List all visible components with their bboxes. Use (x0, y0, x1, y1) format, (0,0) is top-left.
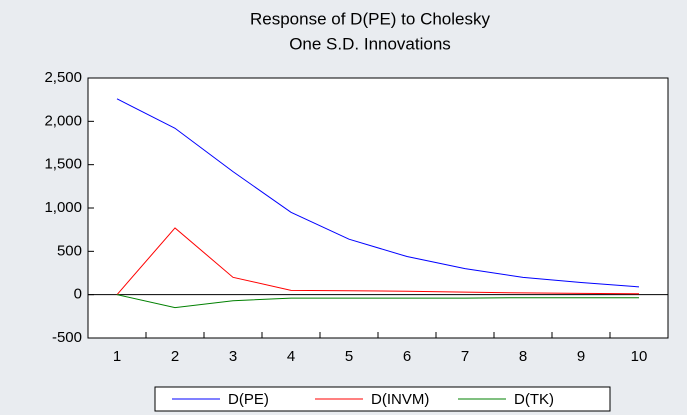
y-tick-label: 1,000 (44, 199, 82, 216)
series-line (116, 227, 640, 295)
y-tick-label: 1,500 (44, 156, 82, 173)
series-line (116, 98, 640, 288)
legend-label: D(TK) (514, 391, 554, 408)
y-tick-label: 2,500 (44, 69, 82, 86)
chart-title: Response of D(PE) to Cholesky (250, 9, 490, 28)
y-tick-label: 2,000 (44, 112, 82, 129)
x-tick-label: 10 (631, 348, 648, 365)
y-tick-label: -500 (52, 329, 82, 346)
x-tick-label: 2 (171, 348, 179, 365)
legend-label: D(INVM) (371, 391, 429, 408)
x-tick-label: 6 (403, 348, 411, 365)
x-tick-label: 9 (577, 348, 585, 365)
x-tick-label: 4 (287, 348, 295, 365)
legend-label: D(PE) (228, 391, 269, 408)
y-tick-label: 0 (74, 286, 82, 303)
plot-area (87, 77, 669, 339)
x-tick-label: 7 (461, 348, 469, 365)
y-tick-label: 500 (57, 242, 82, 259)
legend (154, 386, 611, 412)
x-tick-label: 3 (229, 348, 237, 365)
x-tick-label: 1 (113, 348, 121, 365)
x-tick-label: 8 (519, 348, 527, 365)
x-tick-label: 5 (345, 348, 353, 365)
chart-title: One S.D. Innovations (289, 34, 451, 53)
series-line (116, 294, 639, 309)
